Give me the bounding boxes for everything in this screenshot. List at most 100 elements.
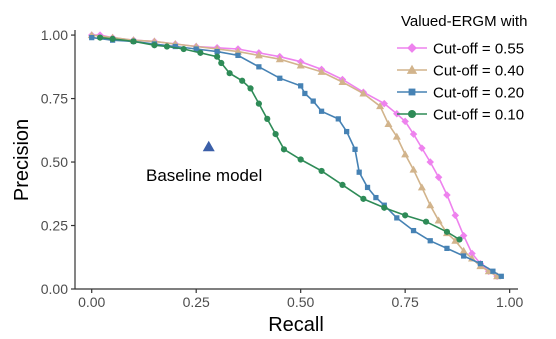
data-point [381, 204, 388, 211]
data-point [280, 146, 288, 153]
x-axis-title: Recall [268, 314, 324, 336]
data-point [402, 212, 409, 219]
data-point [468, 249, 476, 258]
y-tick-label: 0.25 [41, 218, 68, 234]
data-point [130, 38, 137, 45]
data-point [380, 99, 389, 108]
annotation-layer: Baseline model [146, 140, 262, 185]
data-point [417, 183, 426, 191]
data-point [373, 194, 379, 201]
data-point [264, 115, 271, 122]
data-point [401, 150, 410, 158]
data-point [456, 236, 463, 243]
data-point [255, 100, 262, 107]
data-point [272, 131, 279, 138]
data-point [427, 238, 433, 244]
data-point [401, 117, 409, 126]
data-point [393, 110, 401, 118]
data-point [109, 35, 116, 42]
legend-item-cut-off-0-20: Cut-off = 0.20 [397, 85, 524, 102]
legend-marker [408, 88, 416, 96]
y-tick-label: 0.00 [41, 281, 68, 297]
data-point [193, 46, 199, 52]
data-point [218, 59, 225, 67]
data-point [451, 236, 460, 244]
x-tick-label: 1.00 [496, 294, 523, 310]
data-point [151, 42, 158, 49]
data-point [277, 75, 283, 81]
data-point [214, 48, 220, 55]
data-point [451, 211, 460, 220]
data-point [96, 34, 104, 41]
ticks: 0.00 0.25 0.50 0.75 1.00 0.00 0.25 0.50 0.75 1.00 [41, 27, 524, 310]
data-point [302, 90, 308, 97]
y-tick-label: 0.50 [41, 154, 68, 170]
axes [74, 30, 518, 290]
data-point [318, 108, 325, 114]
legend-marker [407, 109, 417, 119]
data-point [338, 78, 347, 86]
data-point [317, 67, 326, 75]
data-point [410, 227, 417, 234]
legend-marker [407, 43, 417, 53]
legend-label: Cut-off = 0.40 [433, 63, 524, 80]
data-point [394, 215, 400, 221]
data-point [172, 43, 178, 50]
data-point [163, 43, 171, 50]
data-point [459, 246, 468, 254]
data-point [443, 228, 451, 235]
data-point [197, 49, 204, 56]
data-point [298, 83, 304, 89]
data-point [339, 181, 346, 188]
data-point [352, 146, 358, 152]
data-point [254, 51, 263, 59]
data-point [235, 52, 241, 59]
data-point [468, 254, 477, 262]
data-point [392, 132, 401, 140]
legend-label: Cut-off = 0.20 [433, 85, 524, 102]
legend-label: Cut-off = 0.10 [433, 107, 524, 124]
data-point [344, 128, 350, 135]
legend-item-cut-off-0-40: Cut-off = 0.40 [397, 63, 524, 80]
data-point [426, 201, 435, 209]
data-point [89, 34, 95, 41]
data-point [356, 169, 362, 175]
series-cut-off-0-20 [89, 34, 504, 279]
data-point [443, 191, 451, 199]
x-tick-label: 0.00 [78, 294, 105, 310]
data-point [226, 70, 233, 77]
data-point [359, 89, 368, 97]
data-point [422, 218, 430, 225]
data-point [364, 184, 371, 191]
data-point [239, 77, 246, 84]
data-point [477, 260, 484, 267]
series-cut-off-0-10 [96, 34, 463, 243]
y-tick-label: 0.75 [41, 91, 68, 107]
data-point [376, 102, 385, 110]
data-point [418, 144, 426, 152]
data-point [180, 45, 187, 53]
y-axis-title: Precision [11, 119, 33, 201]
x-tick-label: 0.50 [287, 294, 314, 310]
data-point [409, 130, 418, 138]
data-point [297, 156, 304, 163]
data-point [296, 61, 305, 69]
data-point [444, 245, 450, 251]
legend-item-cut-off-0-55: Cut-off = 0.55 [397, 41, 524, 58]
legend-label: Cut-off = 0.55 [433, 41, 524, 58]
legend-title: Valued-ERGM with [401, 13, 527, 30]
y-tick-label: 1.00 [41, 27, 68, 43]
x-tick-label: 0.25 [183, 294, 210, 310]
data-point [310, 98, 316, 104]
data-point [434, 216, 443, 224]
data-point [490, 268, 496, 274]
legend-item-cut-off-0-10: Cut-off = 0.10 [397, 107, 524, 124]
baseline-model-marker [202, 140, 215, 152]
data-point [213, 53, 221, 60]
data-point [434, 173, 443, 182]
baseline-model-label: Baseline model [146, 166, 262, 185]
x-tick-label: 0.75 [392, 294, 419, 310]
data-point [318, 167, 325, 175]
data-point [384, 119, 393, 127]
